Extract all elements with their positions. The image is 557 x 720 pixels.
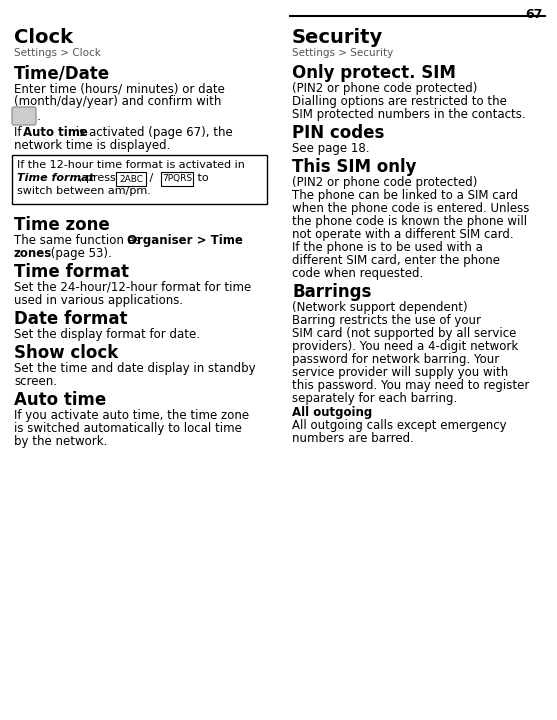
Text: 67: 67 xyxy=(526,8,543,21)
Bar xyxy=(12,155,267,204)
Text: service provider will supply you with: service provider will supply you with xyxy=(292,366,508,379)
Text: providers). You need a 4-digit network: providers). You need a 4-digit network xyxy=(292,340,518,353)
Text: Auto time: Auto time xyxy=(14,391,106,409)
Text: switch between am/pm.: switch between am/pm. xyxy=(17,186,151,196)
Text: screen.: screen. xyxy=(14,375,57,388)
Text: Date format: Date format xyxy=(14,310,128,328)
Text: If: If xyxy=(14,126,25,139)
Text: If the phone is to be used with a: If the phone is to be used with a xyxy=(292,241,483,254)
Text: /: / xyxy=(146,173,157,183)
FancyBboxPatch shape xyxy=(161,172,193,186)
Text: (month/day/year) and confirm with: (month/day/year) and confirm with xyxy=(14,95,221,108)
Text: separately for each barring.: separately for each barring. xyxy=(292,392,457,405)
Text: Show clock: Show clock xyxy=(14,344,118,362)
Text: SIM card (not supported by all service: SIM card (not supported by all service xyxy=(292,327,516,340)
Text: Time format: Time format xyxy=(17,173,94,183)
Text: Auto time: Auto time xyxy=(23,126,88,139)
Text: not operate with a different SIM card.: not operate with a different SIM card. xyxy=(292,228,514,241)
Text: is activated (page 67), the: is activated (page 67), the xyxy=(72,126,233,139)
Text: Clock: Clock xyxy=(14,28,73,47)
Text: 7PQRS: 7PQRS xyxy=(162,174,192,184)
Text: network time is displayed.: network time is displayed. xyxy=(14,139,170,152)
Text: used in various applications.: used in various applications. xyxy=(14,294,183,307)
Text: by the network.: by the network. xyxy=(14,435,108,448)
Text: the phone code is known the phone will: the phone code is known the phone will xyxy=(292,215,527,228)
Text: Time/Date: Time/Date xyxy=(14,64,110,82)
Text: Set the 24-hour/12-hour format for time: Set the 24-hour/12-hour format for time xyxy=(14,281,251,294)
Text: different SIM card, enter the phone: different SIM card, enter the phone xyxy=(292,254,500,267)
Text: Settings > Security: Settings > Security xyxy=(292,48,393,58)
Text: Barrings: Barrings xyxy=(292,283,372,301)
Text: This SIM only: This SIM only xyxy=(292,158,417,176)
Text: PIN codes: PIN codes xyxy=(292,124,384,142)
Text: (Network support dependent): (Network support dependent) xyxy=(292,301,468,314)
Text: (PIN2 or phone code protected): (PIN2 or phone code protected) xyxy=(292,176,477,189)
Text: Organiser > Time: Organiser > Time xyxy=(127,234,243,247)
Text: (PIN2 or phone code protected): (PIN2 or phone code protected) xyxy=(292,82,477,95)
Text: to: to xyxy=(194,173,209,183)
Text: is switched automatically to local time: is switched automatically to local time xyxy=(14,422,242,435)
Text: Time format: Time format xyxy=(14,263,129,281)
Text: Settings > Clock: Settings > Clock xyxy=(14,48,101,58)
Text: Set the display format for date.: Set the display format for date. xyxy=(14,328,200,341)
Text: All outgoing calls except emergency: All outgoing calls except emergency xyxy=(292,419,507,432)
Text: The same function as: The same function as xyxy=(14,234,145,247)
Text: SIM protected numbers in the contacts.: SIM protected numbers in the contacts. xyxy=(292,108,526,121)
Text: numbers are barred.: numbers are barred. xyxy=(292,432,414,445)
Text: If the 12-hour time format is activated in: If the 12-hour time format is activated … xyxy=(17,160,245,170)
Text: , press: , press xyxy=(79,173,119,183)
Text: Time zone: Time zone xyxy=(14,216,110,234)
Text: If you activate auto time, the time zone: If you activate auto time, the time zone xyxy=(14,409,249,422)
Text: Barring restricts the use of your: Barring restricts the use of your xyxy=(292,314,481,327)
Text: All outgoing: All outgoing xyxy=(292,406,372,419)
Text: password for network barring. Your: password for network barring. Your xyxy=(292,353,499,366)
Text: Dialling options are restricted to the: Dialling options are restricted to the xyxy=(292,95,507,108)
Text: Only protect. SIM: Only protect. SIM xyxy=(292,64,456,82)
Text: (page 53).: (page 53). xyxy=(47,247,112,260)
FancyBboxPatch shape xyxy=(12,107,36,125)
Text: Enter time (hours/ minutes) or date: Enter time (hours/ minutes) or date xyxy=(14,82,225,95)
Text: Security: Security xyxy=(292,28,383,47)
Text: this password. You may need to register: this password. You may need to register xyxy=(292,379,529,392)
Text: Set the time and date display in standby: Set the time and date display in standby xyxy=(14,362,256,375)
Text: .: . xyxy=(37,109,41,122)
Text: when the phone code is entered. Unless: when the phone code is entered. Unless xyxy=(292,202,529,215)
Text: See page 18.: See page 18. xyxy=(292,142,369,155)
FancyBboxPatch shape xyxy=(116,172,146,186)
Text: The phone can be linked to a SIM card: The phone can be linked to a SIM card xyxy=(292,189,518,202)
Text: 2ABC: 2ABC xyxy=(119,174,143,184)
Text: zones: zones xyxy=(14,247,52,260)
Text: code when requested.: code when requested. xyxy=(292,267,423,280)
